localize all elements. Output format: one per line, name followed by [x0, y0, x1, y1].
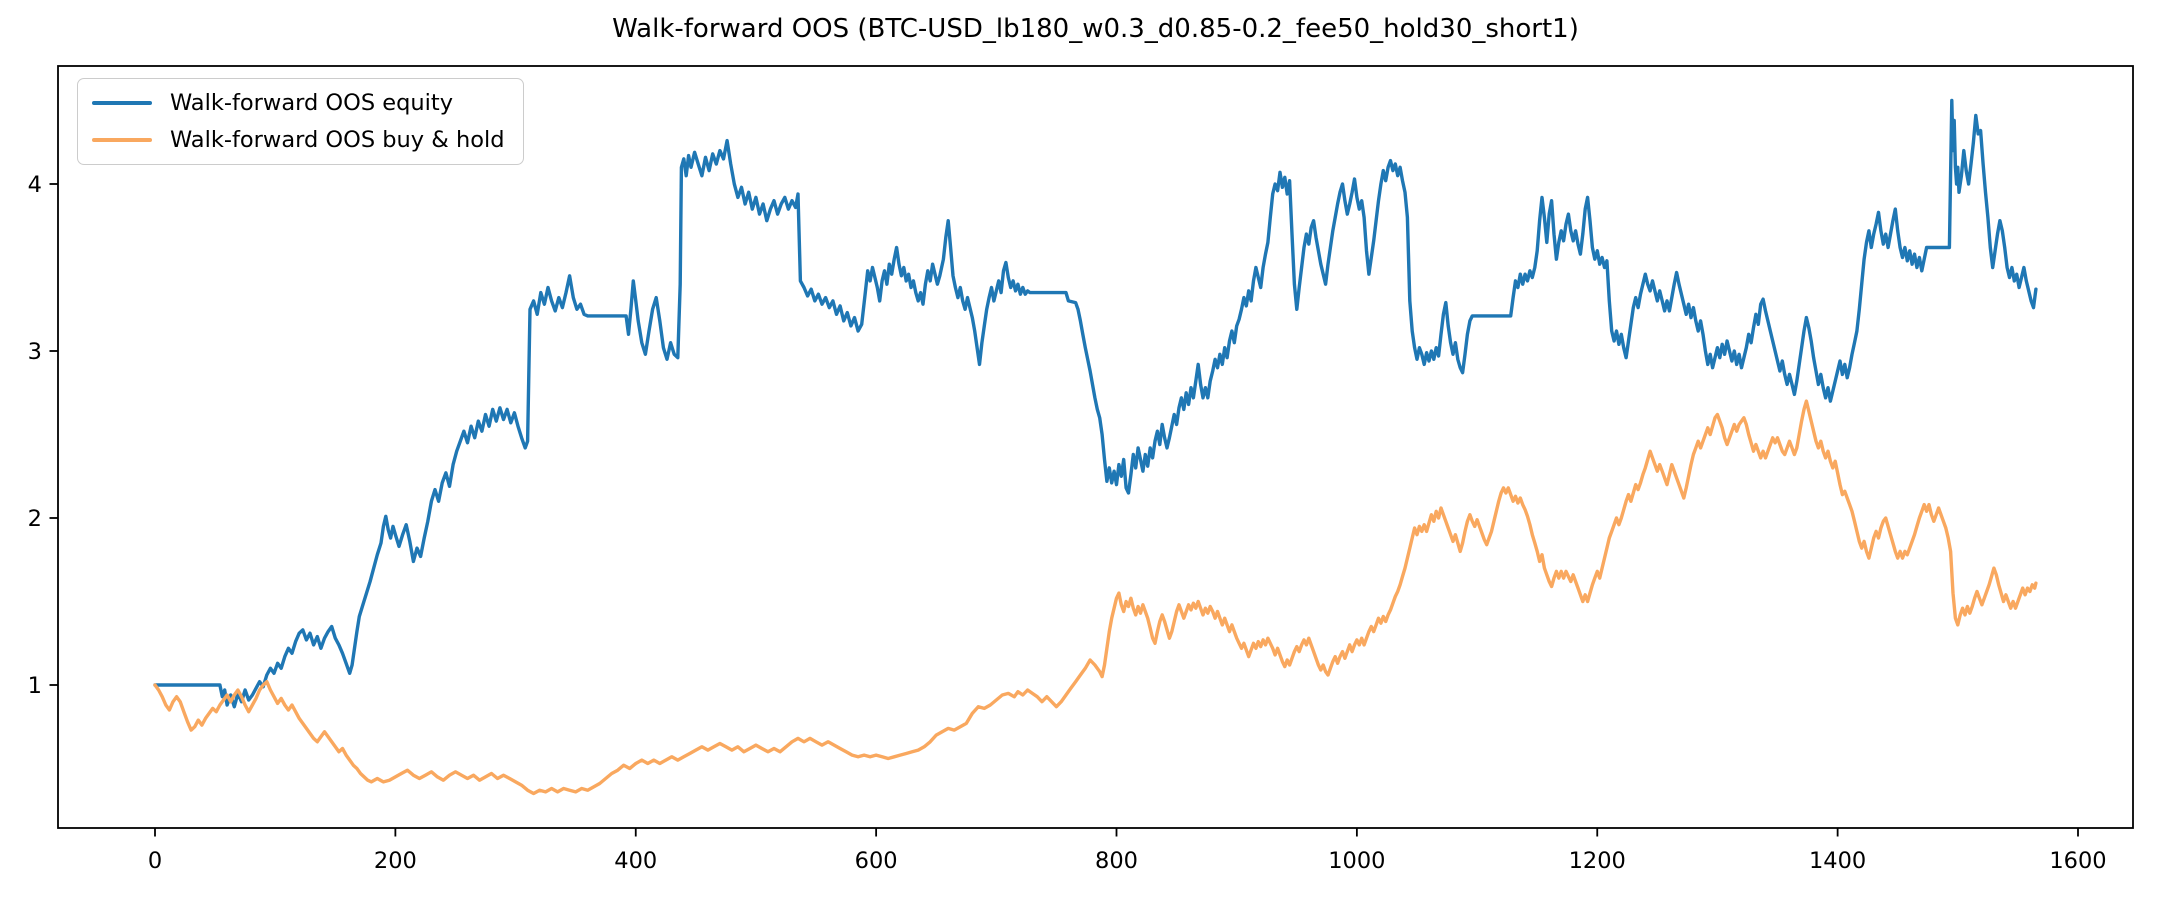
y-tick-label: 1: [28, 673, 42, 699]
legend: Walk-forward OOS equity Walk-forward OOS…: [77, 78, 524, 165]
x-tick-label: 800: [1095, 848, 1138, 874]
x-tick-label: 400: [614, 848, 657, 874]
x-tick-label: 1000: [1328, 848, 1385, 874]
plot-border: [57, 65, 2134, 829]
y-tick-label: 4: [28, 172, 42, 198]
x-tick-label: 600: [855, 848, 898, 874]
legend-item-buy-hold: Walk-forward OOS buy & hold: [92, 127, 505, 153]
buy-hold-line: [153, 399, 2038, 796]
x-tick-label: 200: [374, 848, 417, 874]
equity-line: [153, 98, 2038, 709]
x-tick-label: 1600: [2049, 848, 2106, 874]
legend-label-equity: Walk-forward OOS equity: [170, 90, 454, 116]
equity-line-swatch: [92, 100, 152, 106]
chart-title: Walk-forward OOS (BTC-USD_lb180_w0.3_d0.…: [612, 14, 1579, 44]
legend-label-buy-hold: Walk-forward OOS buy & hold: [170, 127, 505, 153]
legend-item-equity: Walk-forward OOS equity: [92, 90, 505, 116]
x-tick-label: 1200: [1569, 848, 1626, 874]
x-tick-label: 1400: [1809, 848, 1866, 874]
y-tick-label: 2: [28, 506, 42, 532]
x-tick-label: 0: [148, 848, 162, 874]
y-tick-label: 3: [28, 339, 42, 365]
buy-hold-line-swatch: [92, 137, 152, 143]
